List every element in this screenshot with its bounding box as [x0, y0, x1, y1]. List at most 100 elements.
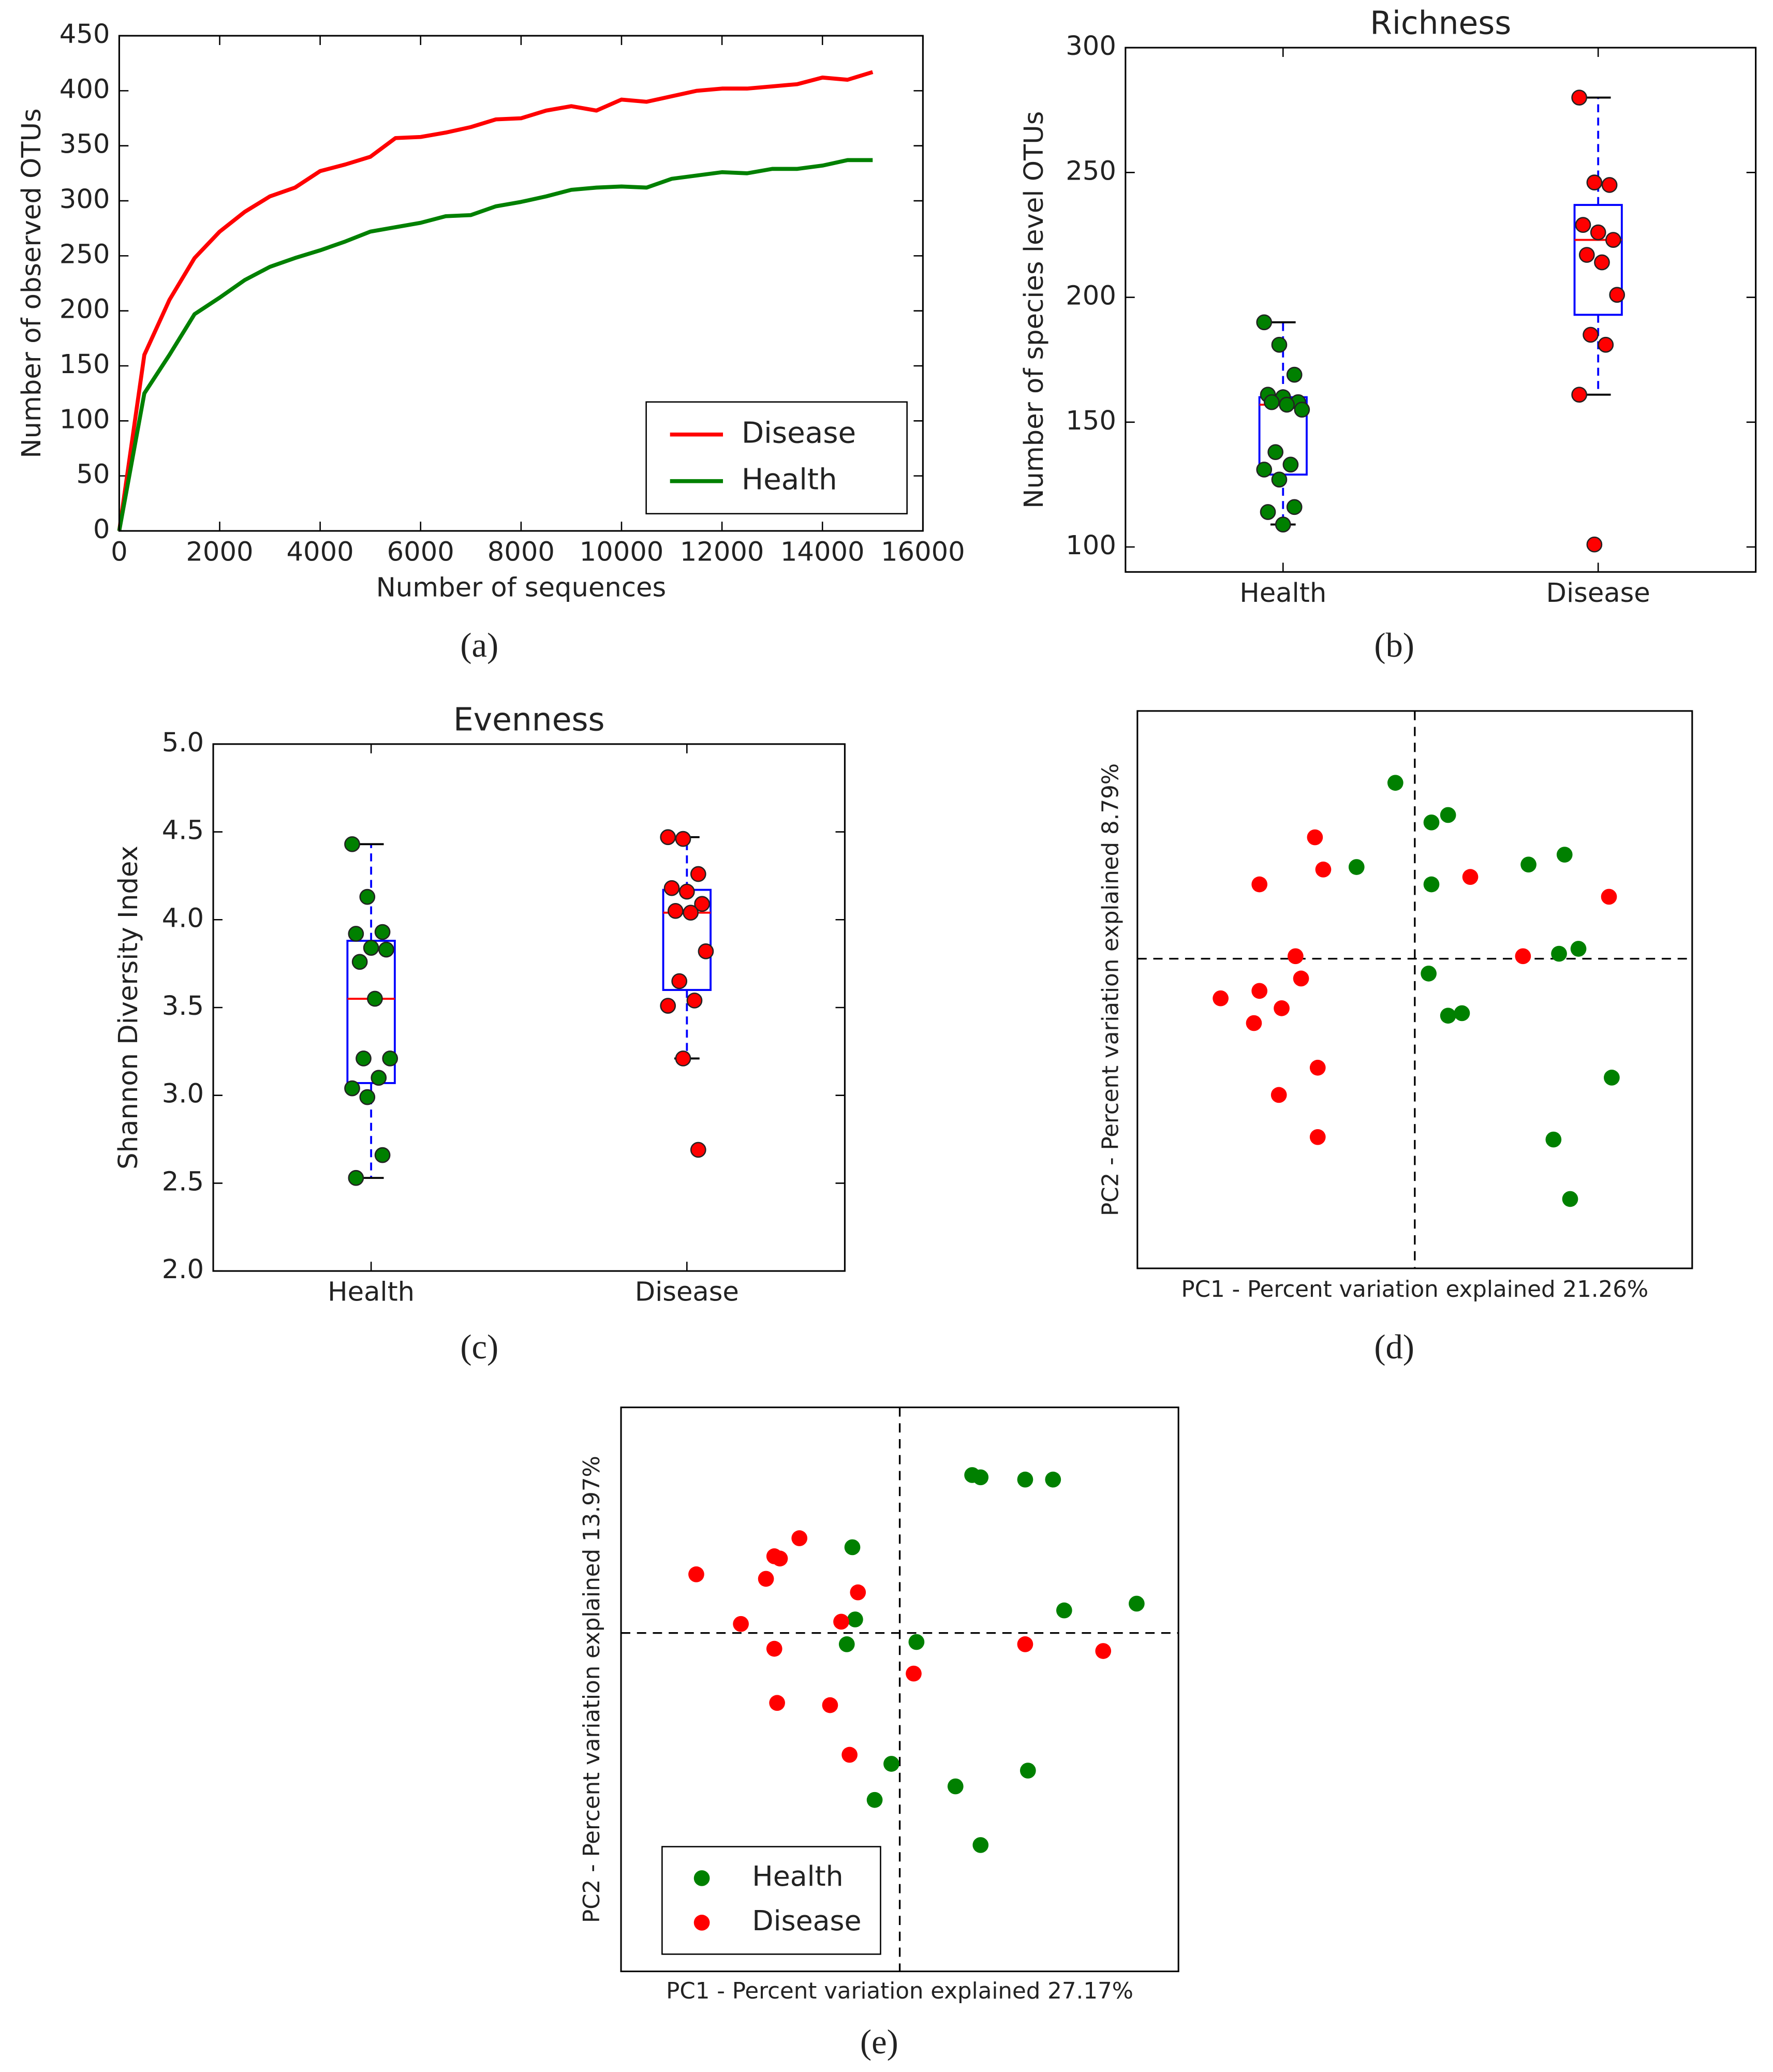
- point: [1017, 1636, 1033, 1652]
- y-tick-label: 3.5: [162, 991, 204, 1022]
- point: [1279, 396, 1295, 413]
- point: [671, 973, 688, 989]
- plot-frame: [212, 743, 846, 1272]
- point: [690, 1142, 706, 1158]
- point: [1570, 941, 1587, 957]
- point: [758, 1571, 774, 1587]
- legend-swatch: [693, 1870, 710, 1886]
- point: [675, 1050, 691, 1067]
- point: [866, 1792, 883, 1808]
- line-series: [117, 158, 873, 531]
- y-tick-label: 200: [60, 294, 110, 325]
- point: [344, 836, 360, 852]
- point: [694, 896, 710, 912]
- point: [1293, 970, 1309, 987]
- point: [359, 889, 376, 905]
- y-tick-label: 150: [60, 349, 110, 380]
- point: [906, 1665, 922, 1682]
- y-axis-label: Number of observed OTUs: [17, 108, 47, 458]
- y-axis-label: Number of species level OTUs: [1019, 111, 1050, 509]
- point: [1586, 536, 1603, 553]
- point: [690, 866, 706, 882]
- point: [1583, 327, 1599, 343]
- point: [1251, 983, 1268, 999]
- point: [1256, 314, 1273, 331]
- point: [367, 990, 383, 1007]
- x-axis-label: PC1 - Percent variation explained 21.26%: [1181, 1277, 1648, 1303]
- point: [1594, 254, 1610, 271]
- chart-title: Richness: [1370, 5, 1511, 42]
- line-series: [117, 70, 874, 531]
- point: [351, 954, 368, 970]
- point: [1267, 444, 1283, 461]
- y-tick-label: 4.0: [162, 903, 204, 934]
- point: [972, 1469, 989, 1486]
- x-axis-label: PC1 - Percent variation explained 27.17%: [666, 1978, 1133, 2004]
- legend-label: Disease: [742, 416, 856, 450]
- point: [908, 1634, 925, 1650]
- point: [1598, 336, 1614, 353]
- x-tick-label: 10000: [580, 537, 664, 567]
- point: [1551, 945, 1567, 962]
- point: [1590, 224, 1606, 241]
- y-tick-label: 300: [1066, 31, 1116, 62]
- point: [972, 1837, 989, 1853]
- point: [663, 880, 680, 896]
- point: [1020, 1763, 1036, 1779]
- x-tick-label: Health: [1239, 578, 1326, 609]
- point: [1423, 876, 1440, 893]
- point: [374, 924, 391, 940]
- point: [883, 1756, 899, 1772]
- legend-swatch: [693, 1915, 710, 1931]
- point: [847, 1611, 863, 1627]
- point: [374, 1147, 391, 1163]
- point: [1260, 504, 1276, 520]
- point: [1213, 990, 1229, 1007]
- y-tick-label: 450: [60, 19, 110, 50]
- point: [1578, 247, 1595, 263]
- y-tick-label: 0: [93, 514, 110, 545]
- point: [1056, 1602, 1072, 1619]
- point: [1309, 1129, 1326, 1145]
- point: [1454, 1005, 1470, 1022]
- point: [1246, 1015, 1262, 1031]
- point: [359, 1089, 376, 1105]
- caption: (c): [460, 1328, 498, 1366]
- y-tick-label: 200: [1066, 281, 1116, 312]
- legend-box: [661, 1846, 881, 1955]
- point: [1307, 829, 1323, 846]
- point: [1440, 807, 1456, 823]
- point: [1605, 232, 1621, 248]
- point: [1423, 814, 1440, 831]
- point: [1586, 174, 1603, 190]
- point: [686, 993, 703, 1009]
- point: [1562, 1191, 1578, 1207]
- x-tick-label: 14000: [780, 537, 865, 567]
- point: [838, 1636, 855, 1652]
- point: [1387, 775, 1403, 791]
- point: [1609, 287, 1626, 303]
- y-tick-label: 5.0: [162, 728, 204, 758]
- box: [1573, 204, 1623, 316]
- point: [688, 1566, 704, 1582]
- point: [1286, 499, 1303, 515]
- point: [844, 1539, 861, 1556]
- point: [1571, 90, 1587, 106]
- legend-label: Disease: [752, 1904, 861, 1937]
- y-tick-label: 3.0: [162, 1079, 204, 1109]
- y-tick-label: 300: [60, 184, 110, 215]
- plot-frame: [1125, 47, 1757, 573]
- y-tick-label: 50: [76, 460, 110, 490]
- point: [667, 902, 684, 919]
- point: [833, 1614, 849, 1630]
- y-tick-label: 2.5: [162, 1166, 204, 1197]
- point: [1309, 1059, 1326, 1076]
- x-tick-label: Disease: [1546, 578, 1650, 609]
- point: [1095, 1643, 1112, 1659]
- plot-frame: [118, 35, 924, 532]
- point: [1604, 1070, 1620, 1086]
- y-tick-label: 250: [1066, 156, 1116, 186]
- point: [1515, 948, 1531, 965]
- point: [1129, 1595, 1145, 1612]
